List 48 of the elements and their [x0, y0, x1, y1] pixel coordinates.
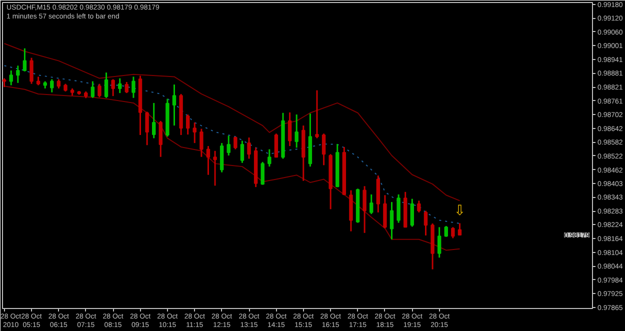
candlestick [362, 185, 366, 234]
candlestick [98, 83, 102, 98]
annotation: ⇩ [454, 203, 466, 220]
candlestick [90, 80, 95, 99]
candlestick [234, 136, 238, 150]
candlestick [158, 120, 163, 158]
candlestick [315, 90, 319, 139]
candlestick [410, 198, 414, 228]
candlestick [424, 210, 428, 236]
candlestick [145, 110, 149, 146]
candlestick [152, 102, 156, 139]
candlestick [50, 78, 54, 94]
candlestick [104, 72, 108, 99]
candlestick [390, 201, 394, 240]
candlestick [124, 81, 129, 94]
candlestick [172, 84, 176, 126]
candlestick [9, 70, 13, 86]
candlestick [247, 136, 251, 160]
candlestick [16, 64, 20, 84]
candlestick [22, 48, 27, 72]
candlestick [206, 145, 210, 176]
candlestick [111, 78, 115, 97]
candlestick [240, 140, 244, 164]
candlestick [417, 200, 421, 214]
candlestick [226, 134, 230, 156]
candlestick [322, 132, 326, 166]
candlestick [220, 142, 224, 174]
candlestick [288, 112, 292, 147]
candlestick [396, 194, 400, 224]
candlestick [213, 150, 217, 186]
candlestick [30, 57, 34, 85]
candlestick [451, 226, 455, 239]
candlestick [260, 161, 264, 186]
candlestick [444, 225, 448, 238]
candlestick [274, 132, 278, 158]
candlestick [437, 226, 442, 258]
candlestick [383, 194, 387, 230]
candlestick [186, 114, 190, 136]
candlestick [132, 76, 136, 99]
candlestick [200, 128, 204, 158]
candlestick [56, 78, 61, 90]
line-series [4, 43, 460, 202]
candlestick [118, 78, 122, 94]
candlestick [370, 194, 374, 215]
candlestick [294, 114, 298, 148]
candlestick [192, 122, 196, 144]
candlestick [268, 148, 272, 168]
candlestick [458, 222, 462, 236]
